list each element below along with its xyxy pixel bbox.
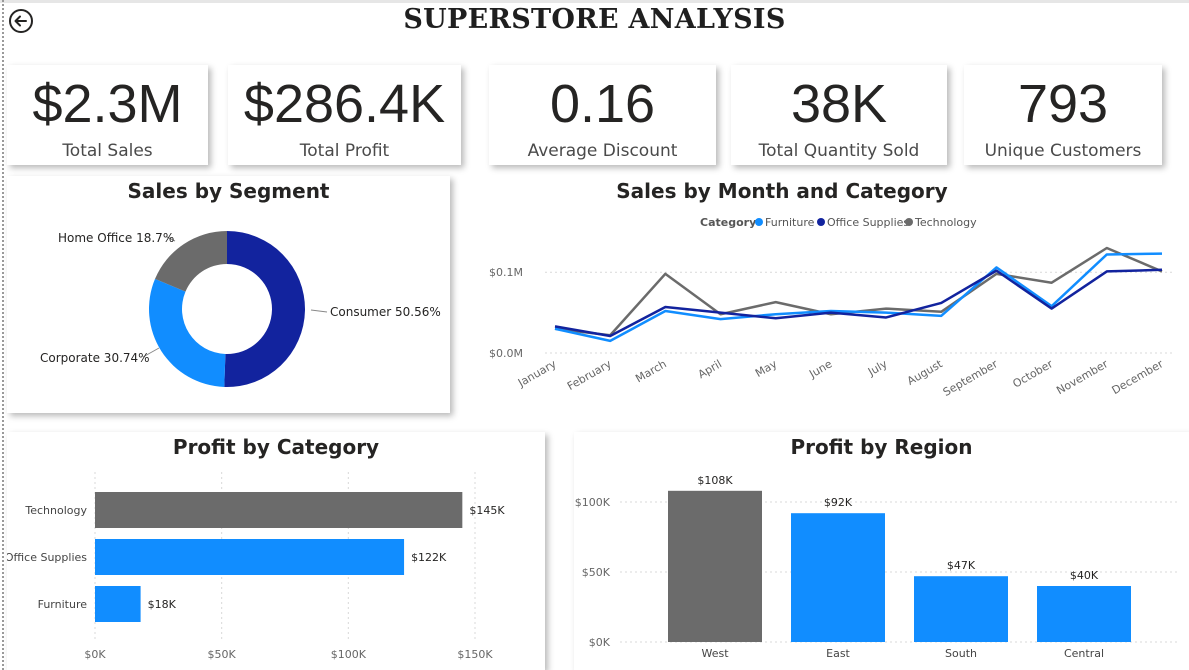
data-label: $47K xyxy=(947,559,976,572)
kpi-card-unique-customers: 793 Unique Customers xyxy=(964,65,1162,165)
kpi-card-average-discount: 0.16 Average Discount xyxy=(489,65,716,165)
x-tick-label: August xyxy=(905,357,945,388)
kpi-value: $286.4K xyxy=(243,74,446,134)
bar xyxy=(1037,586,1131,642)
kpi-card-total-profit: $286.4K Total Profit xyxy=(228,65,461,165)
x-tick-label: South xyxy=(945,647,977,660)
y-tick-label: $100K xyxy=(575,496,611,509)
x-tick-label: Central xyxy=(1064,647,1104,660)
x-tick-label: March xyxy=(633,357,669,385)
data-label: Corporate 30.74% xyxy=(40,351,150,365)
kpi-value: 0.16 xyxy=(549,74,656,134)
leader-line xyxy=(166,236,176,242)
profit-by-category-chart: $0K $50K $100K $150K Technology $145K Office S… xyxy=(7,472,505,661)
x-tick-label: $50K xyxy=(208,648,237,661)
donut-slice xyxy=(224,231,305,387)
legend-entry: Technology xyxy=(914,216,977,229)
sales-by-month-chart: Category Furniture Office Supplies Technolo… xyxy=(489,216,1172,399)
data-label: Home Office 18.7% xyxy=(58,231,174,245)
kpi-label: Total Profit xyxy=(299,141,390,161)
kpi-card-total-sales: $2.3M Total Sales xyxy=(7,65,208,165)
data-label: $145K xyxy=(469,504,505,517)
x-tick-label: West xyxy=(701,647,729,660)
chart-title: Sales by Segment xyxy=(127,179,330,203)
legend-title: Category xyxy=(700,216,756,229)
x-tick-label: May xyxy=(753,357,780,380)
bar xyxy=(95,586,141,622)
x-tick-label: September xyxy=(941,357,1001,399)
bar xyxy=(95,492,463,528)
kpi-card-total-quantity: 38K Total Quantity Sold xyxy=(731,65,947,165)
bar xyxy=(914,576,1008,642)
profit-by-category-card: Profit by Category $0K $50K $100K $150K Tech… xyxy=(7,432,545,670)
x-tick-label: June xyxy=(806,357,834,381)
legend-marker xyxy=(817,218,825,226)
legend-marker xyxy=(755,218,763,226)
kpi-label: Total Sales xyxy=(62,141,153,161)
legend-entry: Office Supplies xyxy=(827,216,909,229)
donut-slice xyxy=(155,231,227,292)
kpi-label: Unique Customers xyxy=(984,141,1142,161)
kpi-label: Average Discount xyxy=(527,141,678,161)
chart-title: Profit by Category xyxy=(172,435,380,459)
sales-by-month-card: Sales by Month and Category Category Furn… xyxy=(475,176,1189,416)
x-tick-label: $100K xyxy=(331,648,367,661)
selection-border xyxy=(2,0,4,670)
kpi-value: 793 xyxy=(1017,74,1109,134)
data-label: Consumer 50.56% xyxy=(330,305,441,319)
y-tick-label: Office Supplies xyxy=(7,551,87,564)
x-tick-label: $150K xyxy=(457,648,493,661)
series-line xyxy=(554,268,1163,338)
bar xyxy=(668,490,762,642)
data-label: $122K xyxy=(411,551,447,564)
y-tick-label: $0.0M xyxy=(489,347,523,360)
sales-by-segment-card: Sales by Segment Consumer 50.56% Corporat… xyxy=(7,176,450,413)
y-tick-label: Technology xyxy=(24,504,87,517)
kpi-value: 38K xyxy=(790,74,888,134)
series-line xyxy=(554,252,1163,343)
top-border xyxy=(0,0,1189,3)
y-tick-label: Furniture xyxy=(38,598,88,611)
kpi-value: $2.3M xyxy=(32,74,183,134)
x-tick-label: December xyxy=(1110,357,1166,397)
data-label: $40K xyxy=(1070,569,1099,582)
legend-marker xyxy=(905,218,913,226)
data-label: $18K xyxy=(148,598,177,611)
x-tick-label: November xyxy=(1054,357,1110,397)
y-tick-label: $0K xyxy=(589,636,611,649)
page-title: SUPERSTORE ANALYSIS xyxy=(403,4,786,35)
kpi-label: Total Quantity Sold xyxy=(758,141,920,161)
data-label: $108K xyxy=(697,474,733,487)
sales-by-segment-chart: Consumer 50.56% Corporate 30.74% Home Offi… xyxy=(40,231,441,387)
bar xyxy=(95,539,405,575)
bar xyxy=(791,513,885,642)
y-tick-label: $50K xyxy=(582,566,611,579)
x-tick-label: $0K xyxy=(84,648,106,661)
legend-entry: Furniture xyxy=(765,216,815,229)
chart-title: Profit by Region xyxy=(790,435,973,459)
arrow-left-circle-icon[interactable] xyxy=(8,8,34,34)
data-label: $92K xyxy=(824,496,853,509)
profit-by-region-chart: $0K $50K $100K $108K West $92K East $47K South $4… xyxy=(575,474,1179,660)
x-tick-label: East xyxy=(826,647,850,660)
y-tick-label: $0.1M xyxy=(489,266,523,279)
x-tick-label: October xyxy=(1011,357,1056,391)
profit-by-region-card: Profit by Region $0K $50K $100K $108K West $9… xyxy=(574,432,1189,670)
leader-line xyxy=(142,347,160,358)
donut-slice xyxy=(148,278,226,387)
x-tick-label: February xyxy=(565,357,614,393)
chart-title: Sales by Month and Category xyxy=(616,179,948,203)
leader-line xyxy=(310,309,328,313)
x-tick-label: January xyxy=(515,357,559,390)
x-tick-label: July xyxy=(865,357,890,379)
x-tick-label: April xyxy=(696,357,724,381)
